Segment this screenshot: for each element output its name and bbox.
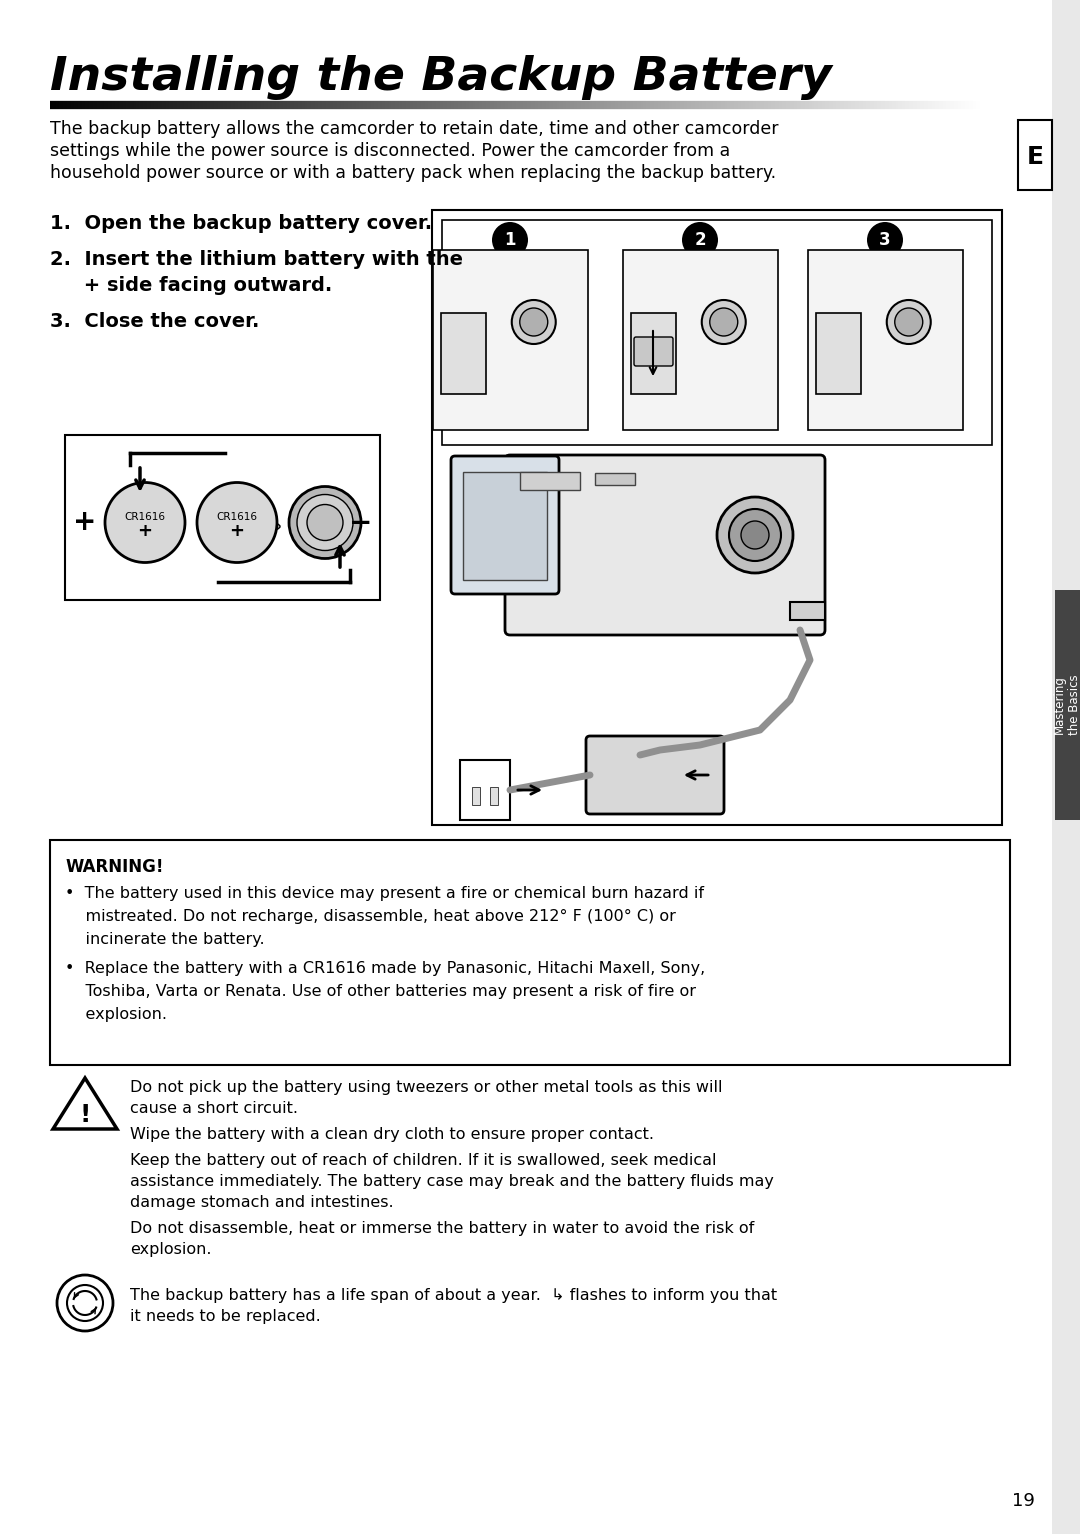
FancyBboxPatch shape [634,337,673,367]
FancyBboxPatch shape [586,736,724,815]
Circle shape [741,522,769,549]
Ellipse shape [200,518,280,534]
Circle shape [197,483,276,563]
FancyBboxPatch shape [433,250,588,430]
Bar [50,841,1010,1065]
Polygon shape [53,1078,117,1129]
Bar [432,210,1002,825]
Circle shape [297,494,353,551]
Text: 3: 3 [879,232,891,249]
Circle shape [729,509,781,561]
Text: E: E [1026,146,1043,169]
Text: + side facing outward.: + side facing outward. [50,276,333,295]
FancyBboxPatch shape [505,456,825,635]
Circle shape [710,308,738,336]
Bar [463,472,546,580]
Text: 1.  Open the backup battery cover.: 1. Open the backup battery cover. [50,215,432,233]
Bar [789,601,825,620]
Bar [460,759,510,821]
Circle shape [519,308,548,336]
Bar [441,313,486,394]
Bar [65,436,380,600]
Text: Do not pick up the battery using tweezers or other metal tools as this will: Do not pick up the battery using tweezer… [130,1080,723,1095]
Text: Installing the Backup Battery: Installing the Backup Battery [50,55,832,100]
Circle shape [307,505,343,540]
Circle shape [887,301,931,344]
Text: explosion.: explosion. [130,1243,212,1256]
Text: 2: 2 [694,232,706,249]
Bar [595,472,635,485]
FancyBboxPatch shape [451,456,559,594]
Text: settings while the power source is disconnected. Power the camcorder from a: settings while the power source is disco… [50,143,730,160]
Text: WARNING!: WARNING! [65,858,163,876]
Text: −: − [349,508,372,537]
Text: •  The battery used in this device may present a fire or chemical burn hazard if: • The battery used in this device may pr… [65,887,704,900]
Bar [519,472,580,489]
Circle shape [105,483,185,563]
Circle shape [717,497,793,574]
Circle shape [492,222,528,258]
Text: cause a short circuit.: cause a short circuit. [130,1101,298,1117]
FancyBboxPatch shape [808,250,963,430]
Bar [816,313,861,394]
Text: CR1616: CR1616 [124,511,165,522]
Text: !: ! [79,1103,91,1127]
Text: explosion.: explosion. [65,1006,167,1022]
Bar [1018,120,1052,190]
Bar [1052,0,1080,1534]
Text: The backup battery allows the camcorder to retain date, time and other camcorder: The backup battery allows the camcorder … [50,120,779,138]
Circle shape [894,308,922,336]
Text: assistance immediately. The battery case may break and the battery fluids may: assistance immediately. The battery case… [130,1174,774,1189]
Circle shape [67,1285,103,1321]
Text: 1: 1 [504,232,516,249]
Text: CR1616: CR1616 [216,511,257,522]
Text: damage stomach and intestines.: damage stomach and intestines. [130,1195,393,1210]
Text: +: + [229,523,244,540]
Bar [1055,591,1080,821]
Circle shape [57,1275,113,1332]
Text: Do not disassemble, heat or immerse the battery in water to avoid the risk of: Do not disassemble, heat or immerse the … [130,1221,754,1236]
Bar [442,219,993,445]
Circle shape [289,486,361,558]
Circle shape [702,301,746,344]
Text: Mastering
the Basics: Mastering the Basics [1053,675,1080,735]
Circle shape [512,301,556,344]
Text: •  Replace the battery with a CR1616 made by Panasonic, Hitachi Maxell, Sony,: • Replace the battery with a CR1616 made… [65,960,705,976]
Bar [490,787,498,805]
Text: +: + [73,508,96,537]
Circle shape [681,222,718,258]
Text: Wipe the battery with a clean dry cloth to ensure proper contact.: Wipe the battery with a clean dry cloth … [130,1127,654,1141]
Text: Toshiba, Varta or Renata. Use of other batteries may present a risk of fire or: Toshiba, Varta or Renata. Use of other b… [65,983,696,999]
Text: mistreated. Do not recharge, disassemble, heat above 212° F (100° C) or: mistreated. Do not recharge, disassemble… [65,910,676,923]
FancyBboxPatch shape [623,250,778,430]
Text: 3.  Close the cover.: 3. Close the cover. [50,311,259,331]
Text: incinerate the battery.: incinerate the battery. [65,933,265,946]
Text: +: + [137,523,152,540]
Bar [631,313,676,394]
Circle shape [867,222,903,258]
Bar [472,787,480,805]
Text: Keep the battery out of reach of children. If it is swallowed, seek medical: Keep the battery out of reach of childre… [130,1154,716,1167]
Text: household power source or with a battery pack when replacing the backup battery.: household power source or with a battery… [50,164,777,183]
Text: it needs to be replaced.: it needs to be replaced. [130,1309,321,1324]
Text: 2.  Insert the lithium battery with the: 2. Insert the lithium battery with the [50,250,463,268]
Text: The backup battery has a life span of about a year.  ↳ flashes to inform you tha: The backup battery has a life span of ab… [130,1289,778,1302]
Text: 19: 19 [1012,1493,1035,1509]
